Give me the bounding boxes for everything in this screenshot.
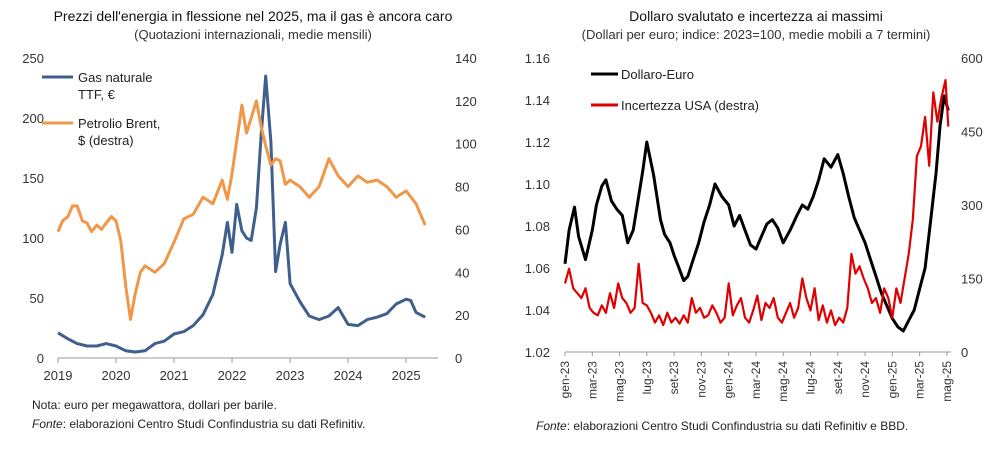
right-x-tick-label: nov-24 — [858, 361, 872, 398]
left-plot-area: 0 50 100 150 200 250 0 20 40 60 80 100 120 140 2019 202… — [22, 51, 476, 383]
left-source-prefix: Fonte — [32, 417, 63, 431]
left-x-tick-label: 2019 — [44, 368, 73, 383]
left-y2-tick-label: 60 — [455, 222, 469, 237]
right-x-tick-label: gen-23 — [558, 361, 572, 399]
left-y2-tick-label: 40 — [455, 265, 469, 280]
right-x-tick-label: mag-24 — [776, 361, 790, 402]
right-y-tick-label: 1.04 — [525, 303, 550, 318]
right-series-usd-eur-line — [563, 94, 950, 333]
left-y-tick-label: 150 — [22, 171, 44, 186]
right-x-tick-label: set-24 — [831, 361, 845, 395]
left-y-tick-label: 200 — [22, 111, 44, 126]
right-x-tick-label: gen-24 — [722, 361, 736, 399]
right-y-tick-label: 1.12 — [525, 135, 550, 150]
right-chart-subtitle: (Dollari per euro; indice: 2023=100, med… — [582, 27, 931, 42]
right-x-tick-label: gen-25 — [885, 361, 899, 399]
left-y2-tick-label: 120 — [455, 94, 477, 109]
left-x-tick-label: 2025 — [392, 368, 421, 383]
left-y2-tick-label: 100 — [455, 137, 477, 152]
right-x-tick-label: mar-23 — [585, 361, 599, 399]
left-source-text: : elaborazioni Centro Studi Confindustri… — [63, 417, 366, 431]
right-x-tick-label: set-23 — [667, 361, 681, 395]
left-x-tick-label: 2023 — [276, 368, 305, 383]
right-source-prefix: Fonte — [536, 419, 567, 433]
left-source: Fonte: elaborazioni Centro Studi Confind… — [32, 417, 365, 431]
right-y2-tick-label: 300 — [961, 198, 983, 213]
left-legend-brent-line1: Petrolio Brent, — [78, 116, 160, 131]
left-y-tick-label: 100 — [22, 231, 44, 246]
right-x-tick-label: lug-24 — [804, 361, 818, 395]
right-legend-uncertainty: Incertezza USA (destra) — [621, 98, 759, 113]
left-series-brent-line — [56, 99, 427, 321]
left-x-tick-label: 2021 — [160, 368, 189, 383]
left-y2-tick-label: 20 — [455, 308, 469, 323]
right-x-tick-label: mag-25 — [940, 361, 954, 402]
left-chart: Prezzi dell'energia in flessione nel 202… — [22, 8, 476, 431]
right-chart-title: Dollaro svalutato e incertezza ai massim… — [629, 8, 883, 24]
right-y-tick-label: 1.16 — [525, 51, 550, 66]
right-source-text: : elaborazioni Centro Studi Confindustri… — [567, 419, 909, 433]
right-x-tick-label: mar-25 — [913, 361, 927, 399]
right-plot-area: 1.02 1.04 1.06 1.08 1.10 1.12 1.14 1.16 0 150 300 4… — [525, 51, 983, 402]
right-x-tick-label: mar-24 — [749, 361, 763, 399]
left-y2-tick-label: 80 — [455, 180, 469, 195]
left-y-tick-label: 0 — [37, 351, 44, 366]
right-x-tick-label: lug-23 — [640, 361, 654, 395]
right-series-uncertainty-line — [563, 78, 950, 327]
right-y2-tick-label: 0 — [961, 345, 968, 360]
right-y2-tick-label: 600 — [961, 51, 983, 66]
left-legend-brent-line2: $ (destra) — [78, 133, 134, 148]
left-note: Nota: euro per megawattora, dollari per … — [32, 398, 277, 412]
right-source: Fonte: elaborazioni Centro Studi Confind… — [536, 419, 908, 433]
left-x-tick-label: 2022 — [218, 368, 247, 383]
left-chart-title: Prezzi dell'energia in flessione nel 202… — [54, 8, 453, 24]
right-x-tick-label: nov-23 — [694, 361, 708, 398]
left-chart-subtitle: (Quotazioni internazionali, medie mensil… — [134, 27, 372, 42]
right-legend-usd-eur: Dollaro-Euro — [621, 67, 694, 82]
left-y-tick-label: 50 — [30, 291, 44, 306]
right-y-tick-label: 1.10 — [525, 177, 550, 192]
left-x-tick-label: 2020 — [102, 368, 131, 383]
right-y2-tick-label: 450 — [961, 125, 983, 140]
left-y2-tick-label: 0 — [455, 351, 462, 366]
right-chart: Dollaro svalutato e incertezza ai massim… — [525, 8, 983, 433]
left-y-tick-label: 250 — [22, 51, 44, 66]
left-x-tick-label: 2024 — [334, 368, 363, 383]
right-x-tick-label: mag-23 — [613, 361, 627, 402]
left-y2-tick-label: 140 — [455, 51, 477, 66]
right-y-tick-label: 1.14 — [525, 93, 550, 108]
right-y-tick-label: 1.08 — [525, 219, 550, 234]
left-series-gas-line — [57, 74, 426, 354]
left-legend-gas-line2: TTF, € — [78, 87, 116, 102]
right-y-tick-label: 1.02 — [525, 345, 550, 360]
right-y2-tick-label: 150 — [961, 272, 983, 287]
right-y-tick-label: 1.06 — [525, 261, 550, 276]
left-legend-gas-line1: Gas naturale — [78, 70, 152, 85]
